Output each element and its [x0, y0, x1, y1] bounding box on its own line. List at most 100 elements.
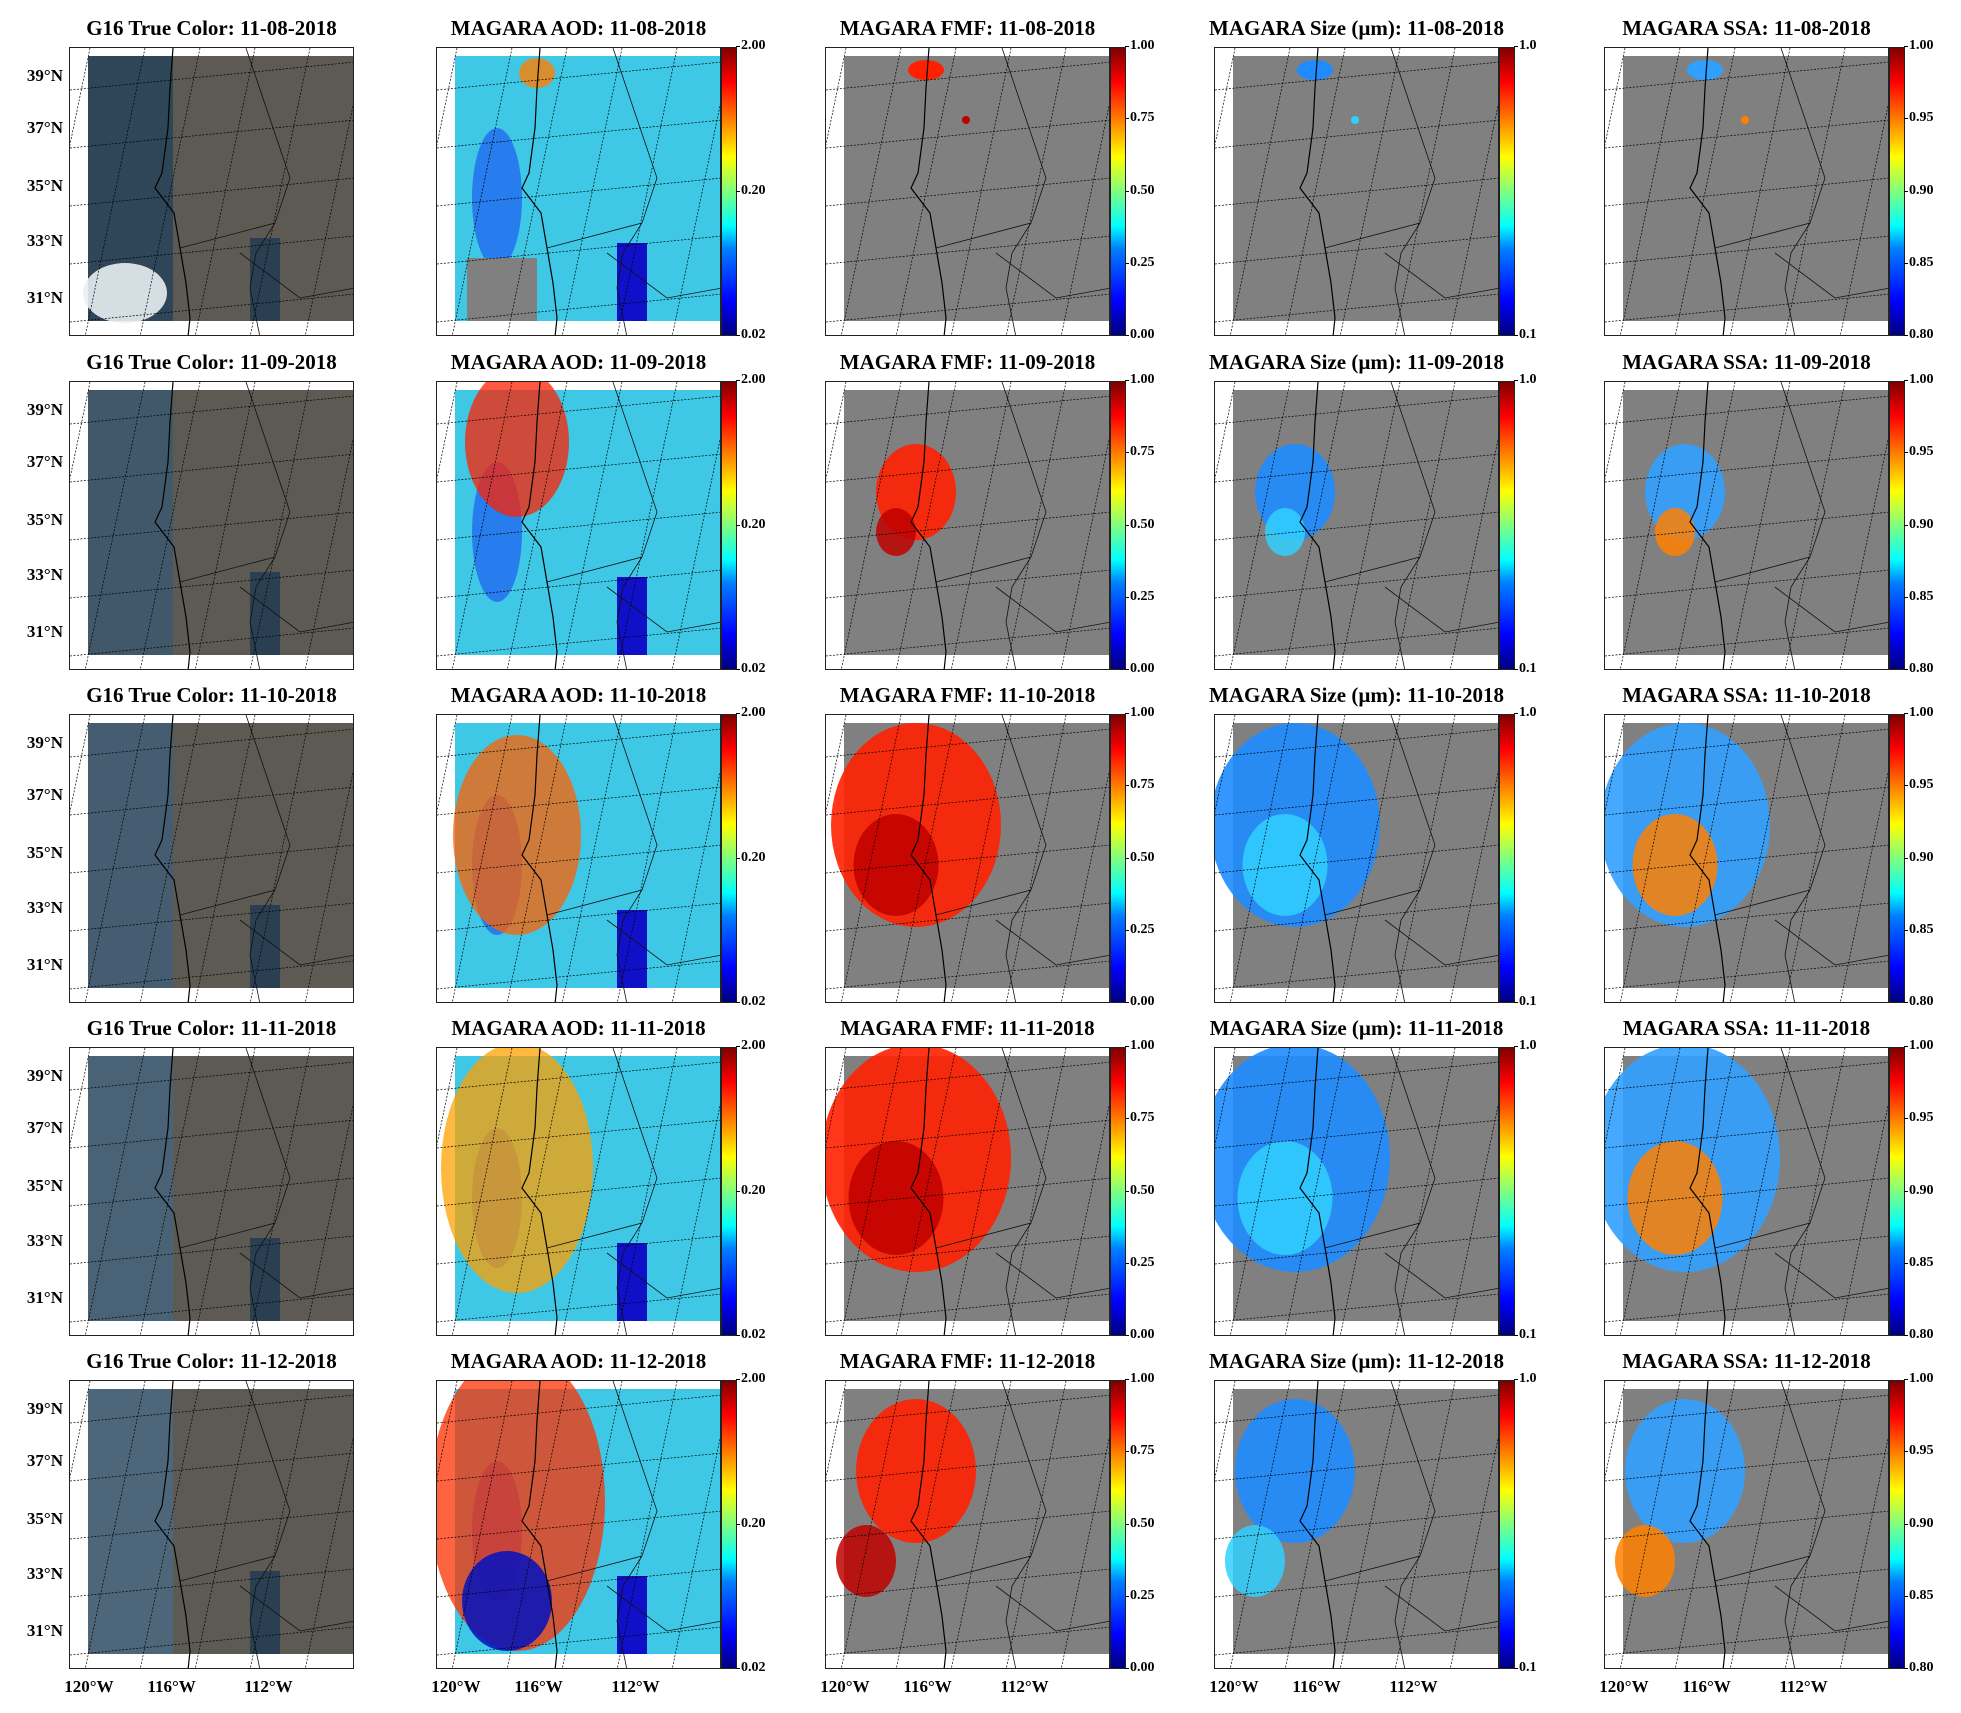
map-panel-size — [1214, 714, 1499, 1003]
longitude-label: 116°W — [1682, 1677, 1731, 1696]
map-panel-size — [1214, 1047, 1499, 1336]
graticule — [826, 715, 1109, 1002]
state-border — [1324, 48, 1498, 335]
state-border — [179, 715, 353, 1002]
colorbar-tick-label: 0.20 — [736, 1182, 766, 1198]
colorbar — [1499, 714, 1515, 1003]
state-border — [935, 715, 1109, 1002]
colorbar-tick-label: 0.1 — [1514, 1327, 1537, 1342]
colorbar-tick-label: 0.25 — [1125, 1254, 1155, 1270]
map-image — [1605, 715, 1888, 1002]
map-panel-size — [1214, 381, 1499, 670]
coastline — [1689, 382, 1726, 669]
colorbar-tick-label: 0.25 — [1125, 1587, 1155, 1603]
colorbar — [721, 47, 737, 336]
panel-title: MAGARA FMF: 11-11-2018 — [840, 1016, 1095, 1040]
map-image — [1605, 48, 1888, 335]
colorbar-tick-label: 0.85 — [1904, 921, 1934, 937]
graticule — [1215, 48, 1498, 335]
coastline — [910, 48, 947, 335]
panel-title: MAGARA Size (µm): 11-12-2018 — [1209, 1349, 1504, 1373]
longitude-label: 112°W — [611, 1677, 660, 1696]
longitude-label: 116°W — [1292, 1677, 1341, 1696]
colorbar-tick-label: 0.95 — [1904, 777, 1934, 793]
coastline — [910, 1048, 947, 1335]
state-border — [179, 382, 353, 669]
state-border — [1324, 1381, 1498, 1668]
map-image — [1605, 1381, 1888, 1668]
coastline — [1299, 715, 1336, 1002]
colorbar-tick-label: 0.80 — [1904, 1660, 1934, 1675]
panel-title: MAGARA AOD: 11-10-2018 — [450, 683, 707, 707]
map-panel-truecolor — [69, 1047, 354, 1336]
map-image — [1215, 1048, 1498, 1335]
latitude-label: 35°N — [26, 842, 63, 862]
map-image — [1605, 1048, 1888, 1335]
map-panel-aod — [436, 47, 721, 336]
map-panel-aod — [436, 714, 721, 1003]
panel-title: MAGARA SSA: 11-11-2018 — [1622, 1016, 1871, 1040]
latitude-label: 31°N — [26, 1288, 63, 1308]
colorbar-tick-label: 0.00 — [1125, 994, 1155, 1009]
longitude-label: 112°W — [1000, 1677, 1049, 1696]
latitude-label: 37°N — [26, 117, 63, 137]
graticule — [826, 48, 1109, 335]
longitude-label: 120°W — [1209, 1677, 1259, 1696]
coastline — [1689, 1048, 1726, 1335]
state-border — [1714, 715, 1888, 1002]
graticule — [1215, 715, 1498, 1002]
map-panel-ssa — [1604, 714, 1889, 1003]
latitude-label: 33°N — [26, 1230, 63, 1250]
map-panel-truecolor — [69, 381, 354, 670]
map-image — [70, 1381, 353, 1668]
colorbar-tick-label: 1.00 — [1904, 38, 1934, 53]
longitude-label: 120°W — [820, 1677, 870, 1696]
latitude-label: 35°N — [26, 1508, 63, 1528]
colorbar-tick-label: 0.75 — [1125, 444, 1155, 460]
map-panel-truecolor — [69, 47, 354, 336]
colorbar-tick-label: 2.00 — [736, 372, 766, 387]
colorbar — [1499, 1380, 1515, 1669]
coastline — [1299, 1048, 1336, 1335]
colorbar-tick-label: 2.00 — [736, 1038, 766, 1053]
colorbar-tick-label: 1.00 — [1904, 705, 1934, 720]
map-image — [70, 48, 353, 335]
coastline — [154, 48, 191, 335]
latitude-label: 35°N — [26, 509, 63, 529]
coastline — [910, 1381, 947, 1668]
colorbar-tick-label: 0.80 — [1904, 994, 1934, 1009]
colorbar-tick-label: 0.20 — [736, 849, 766, 865]
state-border — [179, 48, 353, 335]
map-image — [826, 1048, 1109, 1335]
graticule — [1605, 48, 1888, 335]
colorbar-tick-label: 0.50 — [1125, 182, 1155, 198]
state-border — [546, 48, 720, 335]
map-image — [1215, 715, 1498, 1002]
panel-title: MAGARA SSA: 11-09-2018 — [1622, 350, 1871, 374]
latitude-label: 33°N — [26, 897, 63, 917]
colorbar-tick-label: 0.95 — [1904, 1443, 1934, 1459]
colorbar-tick-label: 0.00 — [1125, 327, 1155, 342]
state-border — [935, 1381, 1109, 1668]
colorbar-tick-label: 1.00 — [1125, 1038, 1155, 1053]
state-border — [935, 1048, 1109, 1335]
graticule — [826, 382, 1109, 669]
panel-title: MAGARA Size (µm): 11-10-2018 — [1209, 683, 1504, 707]
colorbar-tick-label: 0.20 — [736, 516, 766, 532]
colorbar-tick-label: 0.02 — [736, 1327, 766, 1342]
longitude-label: 120°W — [1599, 1677, 1649, 1696]
state-border — [935, 382, 1109, 669]
colorbar — [721, 1380, 737, 1669]
latitude-label: 37°N — [26, 1117, 63, 1137]
map-panel-fmf — [825, 714, 1110, 1003]
colorbar-tick-label: 0.90 — [1904, 1182, 1934, 1198]
state-border — [546, 382, 720, 669]
map-image — [826, 382, 1109, 669]
map-image — [826, 715, 1109, 1002]
colorbar-tick-label: 2.00 — [736, 705, 766, 720]
colorbar-tick-label: 0.80 — [1904, 327, 1934, 342]
coastline — [521, 382, 558, 669]
colorbar-tick-label: 1.0 — [1514, 1038, 1537, 1053]
map-image — [437, 48, 720, 335]
colorbar-tick-label: 0.25 — [1125, 921, 1155, 937]
